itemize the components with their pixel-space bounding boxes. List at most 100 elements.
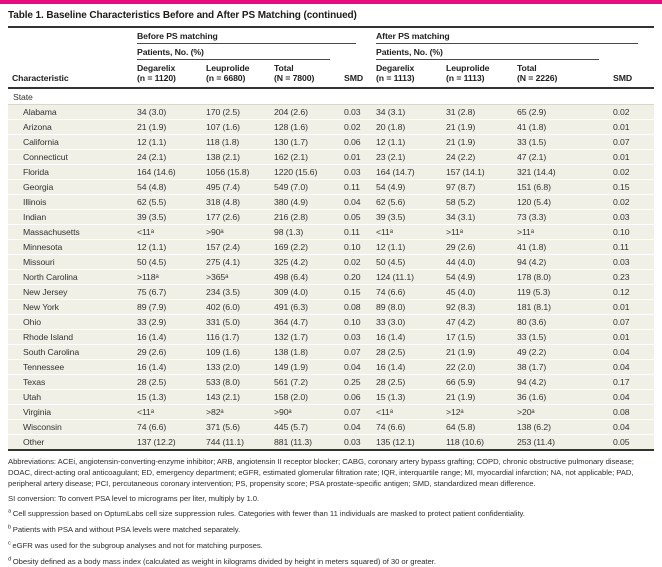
- row-label: Georgia: [8, 179, 133, 195]
- row-label: California: [8, 134, 133, 150]
- after-smd-spacer: [609, 44, 654, 60]
- cell-value: 16 (1.4): [372, 329, 442, 345]
- cell-value: 0.02: [609, 194, 655, 210]
- cell-value: 158 (2.0): [270, 389, 340, 405]
- cell-value: 0.05: [340, 209, 372, 225]
- cell-value: 62 (5.5): [133, 194, 202, 210]
- after-patients-subheader: Patients, No. (%): [372, 44, 609, 60]
- row-label: South Carolina: [8, 344, 133, 360]
- row-label: Alabama: [8, 104, 133, 120]
- cell-value: 177 (2.6): [202, 209, 270, 225]
- cell-value: 54 (4.8): [133, 179, 202, 195]
- header-columns-row: Degarelix (n = 1120) Leuprolide (n = 668…: [8, 60, 654, 88]
- cell-value: 0.10: [340, 239, 372, 255]
- table-row: Rhode Island 16 (1.4) 116 (1.7) 132 (1.7) 0.…: [8, 329, 655, 345]
- col-header-leuprolide-before-name: Leuprolide: [206, 63, 250, 73]
- footnote-line: a Cell suppression based on OptumLabs ce…: [8, 508, 525, 518]
- cell-value: 253 (11.4): [513, 434, 609, 451]
- cell-value: 0.08: [609, 404, 655, 420]
- cell-value: 65 (2.9): [513, 104, 609, 120]
- cell-value: 41 (1.8): [513, 239, 609, 255]
- cell-value: 0.04: [609, 359, 655, 375]
- cell-value: 495 (7.4): [202, 179, 270, 195]
- cell-value: 1220 (15.6): [270, 164, 340, 180]
- col-header-leuprolide-after-name: Leuprolide: [446, 63, 490, 73]
- table-row: Illinois 62 (5.5) 318 (4.8) 380 (4.9) 0.04 62…: [8, 194, 655, 210]
- cell-value: 234 (3.5): [202, 284, 270, 300]
- cell-value: 309 (4.0): [270, 284, 340, 300]
- cell-value: 39 (3.5): [372, 209, 442, 225]
- col-header-degarelix-after-name: Degarelix: [376, 63, 415, 73]
- row-label: Other: [8, 434, 133, 451]
- cell-value: 1056 (15.8): [202, 164, 270, 180]
- before-matching-group-header: Before PS matching: [133, 27, 372, 44]
- cell-value: 0.12: [609, 284, 655, 300]
- row-label: Illinois: [8, 194, 133, 210]
- cell-value: 549 (7.0): [270, 179, 340, 195]
- col-header-degarelix-before-name: Degarelix: [137, 63, 176, 73]
- cell-value: 491 (6.3): [270, 299, 340, 315]
- after-matching-group-header: After PS matching: [372, 27, 654, 44]
- cell-value: 29 (2.6): [442, 239, 513, 255]
- cell-value: 16 (1.4): [372, 359, 442, 375]
- cell-value: 0.10: [609, 224, 655, 240]
- cell-value: 12 (1.1): [372, 239, 442, 255]
- table-row: Alabama 34 (3.0) 170 (2.5) 204 (2.6) 0.03 34 …: [8, 104, 655, 120]
- cell-value: 325 (4.2): [270, 254, 340, 270]
- section-row-state: State: [8, 88, 655, 105]
- cell-value: 66 (5.9): [442, 374, 513, 390]
- cell-value: 118 (1.8): [202, 134, 270, 150]
- footnote-marker: d: [8, 556, 13, 563]
- row-label: New Jersey: [8, 284, 133, 300]
- section-label: State: [8, 88, 655, 105]
- table-row: Other 137 (12.2) 744 (11.1) 881 (11.3) 0.03 1…: [8, 434, 655, 451]
- cell-value: 128 (1.6): [270, 119, 340, 135]
- cell-value: 0.06: [340, 134, 372, 150]
- cell-value: 275 (4.1): [202, 254, 270, 270]
- cell-value: 0.01: [609, 119, 655, 135]
- cell-value: 0.03: [340, 104, 372, 120]
- cell-value: 0.03: [340, 434, 372, 451]
- cell-value: 24 (2.2): [442, 149, 513, 165]
- cell-value: 137 (12.2): [133, 434, 202, 451]
- table-row: New Jersey 75 (6.7) 234 (3.5) 309 (4.0) 0.15…: [8, 284, 655, 300]
- table-row: Texas 28 (2.5) 533 (8.0) 561 (7.2) 0.25 28 (2…: [8, 374, 655, 390]
- cell-value: 124 (11.1): [372, 269, 442, 285]
- cell-value: >82ᵃ: [202, 404, 270, 420]
- cell-value: 28 (2.5): [133, 374, 202, 390]
- cell-value: 119 (5.3): [513, 284, 609, 300]
- col-header-leuprolide-before: Leuprolide (n = 6680): [202, 60, 270, 88]
- cell-value: 89 (8.0): [372, 299, 442, 315]
- cell-value: 135 (12.1): [372, 434, 442, 451]
- cell-value: 138 (6.2): [513, 419, 609, 435]
- col-header-total-after-name: Total: [517, 63, 537, 73]
- row-label: Virginia: [8, 404, 133, 420]
- characteristic-column-header: Characteristic: [12, 73, 69, 83]
- row-label: Minnesota: [8, 239, 133, 255]
- table-header: Characteristic Before PS matching After …: [8, 27, 655, 88]
- cell-value: 0.11: [609, 239, 655, 255]
- col-header-total-before-n: (N = 7800): [274, 73, 315, 83]
- table-row: Missouri 50 (4.5) 275 (4.1) 325 (4.2) 0.02 50…: [8, 254, 655, 270]
- cell-value: 0.03: [609, 254, 655, 270]
- cell-value: <11ᵃ: [372, 404, 442, 420]
- col-header-smd-before: SMD: [344, 73, 364, 83]
- cell-value: 0.01: [609, 329, 655, 345]
- cell-value: 0.03: [340, 329, 372, 345]
- cell-value: 0.15: [340, 284, 372, 300]
- table-row: Ohio 33 (2.9) 331 (5.0) 364 (4.7) 0.10 33 (3.…: [8, 314, 655, 330]
- cell-value: 98 (1.3): [270, 224, 340, 240]
- cell-value: 0.10: [340, 314, 372, 330]
- row-label: Texas: [8, 374, 133, 390]
- cell-value: 44 (4.0): [442, 254, 513, 270]
- cell-value: 54 (4.9): [372, 179, 442, 195]
- cell-value: 21 (1.9): [133, 119, 202, 135]
- cell-value: 28 (2.5): [372, 374, 442, 390]
- cell-value: 132 (1.7): [270, 329, 340, 345]
- cell-value: 120 (5.4): [513, 194, 609, 210]
- table-row: Utah 15 (1.3) 143 (2.1) 158 (2.0) 0.06 15 (1.…: [8, 389, 655, 405]
- cell-value: 0.04: [340, 419, 372, 435]
- cell-value: 47 (2.1): [513, 149, 609, 165]
- row-label: Utah: [8, 389, 133, 405]
- cell-value: 169 (2.2): [270, 239, 340, 255]
